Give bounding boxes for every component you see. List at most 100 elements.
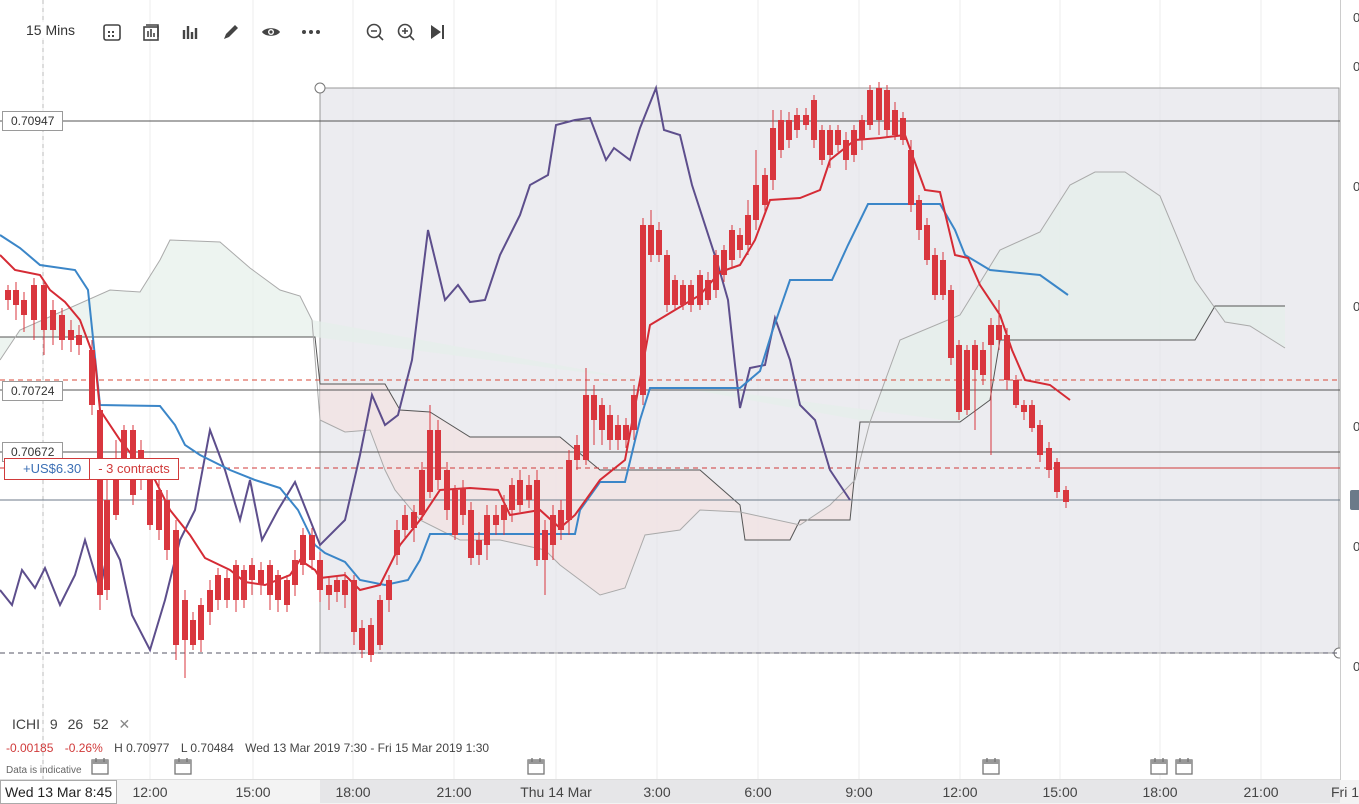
calendar-event-icon[interactable]: [982, 757, 1000, 775]
time-axis-label: 18:00: [1142, 784, 1178, 800]
candle-body: [631, 395, 637, 430]
candle-body: [859, 120, 865, 140]
time-axis-label: Thu 14 Mar: [520, 784, 592, 800]
draw-icon[interactable]: [219, 20, 243, 44]
price-axis-label: 0: [1353, 419, 1359, 434]
position-pnl-badge[interactable]: +US$6.30 - 3 contracts: [4, 458, 179, 480]
bearish-cloud: [320, 384, 860, 595]
calendar-event-icon[interactable]: [91, 757, 109, 775]
more-icon[interactable]: [299, 20, 323, 44]
candle-body: [156, 490, 162, 530]
zoom-in-icon[interactable]: [394, 20, 418, 44]
bar-style-icon[interactable]: [139, 20, 163, 44]
candle-body: [5, 290, 11, 300]
price-tag-low: 0.70672: [2, 442, 64, 462]
price-tag-high: 0.70947: [2, 111, 64, 131]
date-range: Wed 13 Mar 2019 7:30 - Fri 15 Mar 2019 1…: [245, 741, 490, 755]
visibility-icon[interactable]: [259, 20, 283, 44]
price-axis-label: 0: [1353, 179, 1359, 194]
low-value: L 0.70484: [180, 741, 234, 755]
chart-toolbar: 15 Mins: [0, 0, 1340, 62]
candle-body: [190, 620, 196, 645]
candle-body: [705, 280, 711, 300]
candle-body: [104, 500, 110, 590]
candle-body: [664, 255, 670, 305]
time-axis-label: 21:00: [1243, 784, 1279, 800]
candle-body: [680, 285, 686, 305]
candle-body: [113, 460, 119, 515]
candle-body: [402, 515, 408, 530]
indicators-icon[interactable]: [178, 20, 202, 44]
candle-body: [59, 315, 65, 340]
candle-body: [916, 200, 922, 230]
indicator-name[interactable]: ICHI: [12, 716, 40, 732]
candle-body: [21, 300, 27, 315]
skip-forward-icon[interactable]: [425, 20, 449, 44]
candle-body: [534, 480, 540, 560]
candle-body: [509, 485, 515, 510]
candle-body: [583, 395, 589, 460]
candle-body: [786, 120, 792, 140]
current-price-marker: [1350, 490, 1359, 510]
candle-body: [745, 215, 751, 245]
selection-handle: [314, 82, 326, 94]
zoom-out-icon[interactable]: [363, 20, 387, 44]
price-tag-mid: 0.70724: [2, 381, 64, 401]
candle-body: [147, 470, 153, 525]
candle-body: [411, 512, 417, 528]
candle-body: [721, 250, 727, 275]
candle-body: [258, 570, 264, 585]
candle-body: [476, 540, 482, 555]
indicator-param-1: 9: [49, 716, 58, 732]
candle-body: [249, 565, 255, 580]
candle-body: [121, 430, 127, 460]
calendar-event-icon[interactable]: [174, 757, 192, 775]
time-axis-label: 15:00: [235, 784, 271, 800]
candle-body: [427, 430, 433, 492]
time-axis-label: 3:00: [643, 784, 671, 800]
price-axis[interactable]: [1340, 0, 1359, 780]
candle-body: [640, 225, 646, 395]
candle-body: [851, 130, 857, 155]
candle-body: [574, 445, 580, 460]
candle-body: [591, 395, 597, 420]
close-icon[interactable]: ✕: [118, 716, 131, 732]
candle-body: [275, 575, 281, 600]
calendar-event-icon[interactable]: [1175, 757, 1193, 775]
candle-body: [300, 535, 306, 565]
candle-body: [1021, 405, 1027, 412]
chart-type-icon[interactable]: [100, 20, 124, 44]
candle-body: [988, 325, 994, 345]
candle-body: [452, 490, 458, 535]
calendar-event-icon[interactable]: [527, 757, 545, 775]
candle-body: [351, 580, 357, 632]
candle-body: [697, 275, 703, 305]
price-change-percent: -0.26%: [64, 741, 103, 755]
price-chart[interactable]: [0, 0, 1340, 780]
range-selection-box: [319, 87, 1340, 654]
time-axis-label: 12:00: [942, 784, 978, 800]
candle-body: [394, 530, 400, 555]
candle-body: [526, 485, 532, 500]
candle-body: [558, 510, 564, 530]
candle-body: [964, 350, 970, 410]
leading-span-a: [0, 305, 1285, 541]
candle-body: [956, 345, 962, 412]
candle-body: [753, 185, 759, 220]
candle-body: [827, 130, 833, 155]
candle-body: [599, 405, 605, 430]
time-axis-label: 12:00: [132, 784, 168, 800]
candle-body: [843, 140, 849, 160]
price-axis-label: 0: [1353, 59, 1359, 74]
candle-body: [435, 430, 441, 480]
interval-selector[interactable]: 15 Mins: [20, 22, 82, 38]
calendar-event-icon[interactable]: [1150, 757, 1168, 775]
candle-body: [1037, 425, 1043, 455]
candle-body: [892, 110, 898, 135]
candle-body: [566, 460, 572, 520]
candle-body: [359, 628, 365, 650]
candle-body: [688, 285, 694, 305]
candle-body: [198, 605, 204, 640]
candle-body: [996, 325, 1002, 340]
candle-body: [493, 515, 499, 525]
